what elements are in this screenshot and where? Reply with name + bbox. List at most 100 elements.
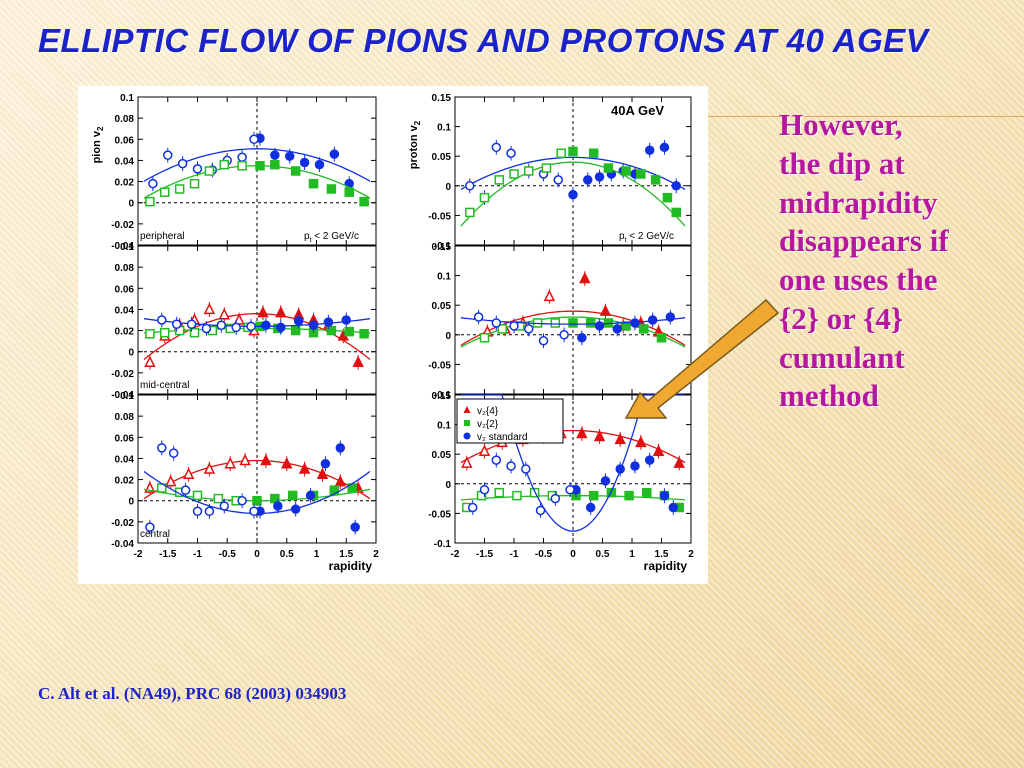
fit-curve — [143, 459, 371, 500]
data-point — [186, 319, 197, 329]
x-tick-label: 0 — [254, 549, 260, 560]
y-tick-label: -0.04 — [111, 241, 134, 252]
data-point — [506, 461, 516, 471]
data-point — [585, 502, 596, 513]
annotation-line: the dip at — [779, 145, 905, 181]
data-point — [329, 149, 340, 159]
data-point — [359, 328, 369, 339]
data-point — [673, 456, 685, 468]
data-point — [359, 196, 369, 207]
data-point — [644, 145, 655, 156]
data-point — [308, 320, 319, 331]
legend-label: v₂{4} — [477, 406, 499, 417]
y-tick-label: 0.02 — [115, 476, 135, 487]
y-tick-label: 0.15 — [432, 391, 452, 402]
data-point — [341, 315, 351, 325]
data-point — [588, 490, 599, 501]
annotation-line: disappears if — [779, 223, 949, 259]
legend-marker — [464, 420, 470, 426]
y-tick-label: 0.1 — [120, 242, 134, 253]
y-tick-label: -0.05 — [428, 509, 451, 520]
data-point — [568, 189, 578, 200]
data-point — [216, 320, 227, 331]
data-point — [644, 455, 655, 465]
data-point — [506, 148, 516, 158]
data-point — [647, 315, 658, 325]
y-tick-label: -0.1 — [434, 539, 452, 550]
y-tick-label: 0.04 — [115, 156, 135, 167]
data-point — [594, 321, 605, 331]
data-point — [579, 271, 591, 284]
data-point — [565, 484, 575, 495]
y-tick-label: 0.06 — [115, 135, 135, 146]
data-point — [524, 324, 534, 334]
data-point — [671, 181, 681, 191]
panel-pion-mid-central — [137, 245, 377, 395]
centrality-label: mid-central — [140, 380, 189, 391]
x-tick-label: 1 — [314, 549, 320, 560]
y-tick-label: 0.02 — [115, 178, 135, 189]
annotation-line: method — [779, 378, 879, 414]
data-point — [249, 506, 259, 517]
data-point — [538, 335, 549, 346]
data-point — [568, 146, 578, 157]
y-tick-label: 0 — [128, 348, 134, 359]
data-point — [252, 495, 262, 506]
data-point — [656, 333, 667, 343]
data-point — [273, 501, 283, 511]
data-point — [479, 333, 490, 343]
x-tick-label: 0.5 — [280, 549, 294, 560]
data-point — [224, 457, 236, 469]
legend-label: v₂{2} — [477, 419, 499, 430]
data-point — [192, 506, 203, 517]
data-point — [320, 458, 331, 469]
data-point — [603, 163, 614, 173]
data-point — [287, 490, 298, 501]
y-tick-label: 0 — [445, 480, 451, 491]
y-tick-label: -0.1 — [434, 241, 452, 252]
data-point — [615, 464, 625, 474]
data-point — [350, 522, 360, 532]
data-point — [308, 178, 319, 189]
panel-proton-mid-central — [454, 245, 692, 395]
y-tick-label: 0 — [128, 497, 134, 508]
energy-label: 40A GeV — [611, 103, 664, 118]
data-point — [237, 152, 247, 163]
y-axis-label: pion v2 — [91, 126, 105, 163]
data-point — [461, 456, 473, 468]
data-point — [203, 462, 216, 474]
data-point — [577, 333, 587, 343]
data-point — [473, 312, 484, 322]
data-point — [314, 159, 325, 170]
y-tick-label: 0.15 — [432, 93, 452, 104]
data-point — [494, 487, 504, 498]
annotation-line: cumulant — [779, 339, 905, 375]
data-point — [583, 175, 593, 185]
data-point — [260, 453, 272, 466]
data-point — [180, 485, 191, 495]
centrality-label: central — [140, 529, 170, 540]
y-tick-label: 0.15 — [432, 242, 452, 253]
data-point — [203, 302, 216, 315]
data-point — [535, 505, 546, 516]
data-point — [665, 312, 676, 322]
data-point — [585, 318, 596, 328]
x-tick-label: -2 — [134, 549, 143, 560]
data-point — [559, 330, 569, 340]
y-tick-label: 0.08 — [115, 114, 135, 125]
data-point — [491, 142, 502, 153]
data-point — [281, 457, 293, 469]
data-point — [255, 160, 265, 171]
data-point — [652, 444, 665, 456]
slide-title: ELLIPTIC FLOW OF PIONS AND PROTONS AT 40… — [38, 22, 929, 59]
data-point — [671, 207, 681, 218]
data-point — [275, 305, 287, 318]
x-tick-label: -1 — [510, 549, 519, 560]
y-tick-label: -0.04 — [111, 539, 134, 550]
y-tick-label: 0.05 — [432, 152, 452, 163]
panel-proton-peripheral — [454, 96, 692, 246]
title-divider — [705, 116, 1024, 117]
data-point — [293, 316, 304, 326]
data-point — [662, 192, 673, 203]
y-tick-label: 0.06 — [115, 284, 135, 295]
